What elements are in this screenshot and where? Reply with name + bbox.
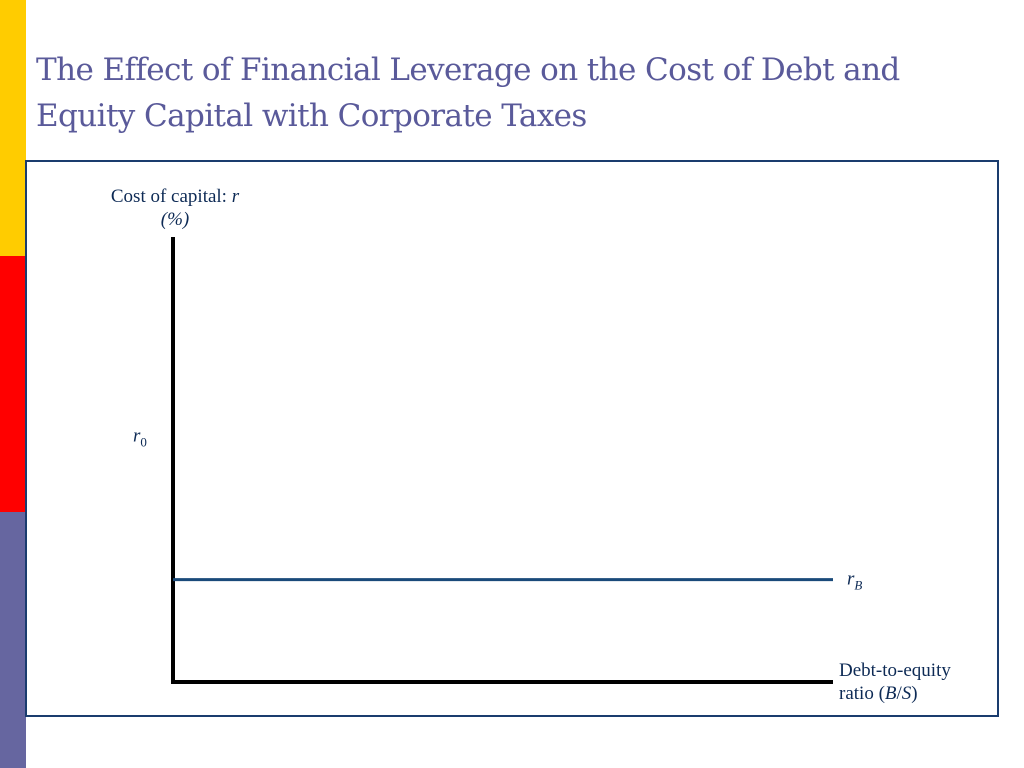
x-axis-label-suffix: ) bbox=[911, 683, 917, 704]
reference-label-sub: 0 bbox=[140, 434, 147, 449]
x-axis-label-prefix: ratio ( bbox=[839, 683, 885, 704]
reference-label-var: r bbox=[133, 425, 141, 446]
y-axis-label-unit: (%) bbox=[161, 209, 189, 230]
accent-bar-yellow bbox=[0, 0, 26, 256]
chart-frame: Cost of capital: r (%) r0 rB Debt-to-equ… bbox=[25, 160, 999, 717]
reference-level-labels: r0 bbox=[133, 425, 147, 449]
y-axis-label-main: Cost of capital: bbox=[111, 186, 232, 207]
x-axis-label-var-s: S bbox=[902, 683, 912, 704]
accent-bar-red bbox=[0, 256, 26, 512]
chart-svg: Cost of capital: r (%) r0 rB Debt-to-equ… bbox=[111, 186, 951, 704]
x-axis-label-var-b: B bbox=[885, 683, 897, 704]
series-label-var: r bbox=[847, 569, 855, 590]
y-axis-label-var: r bbox=[232, 186, 240, 207]
series-label-rB: rB bbox=[847, 569, 862, 593]
y-axis-label: Cost of capital: r bbox=[111, 186, 240, 207]
x-axis-label-line1: Debt-to-equity bbox=[839, 660, 951, 681]
slide-title: The Effect of Financial Leverage on the … bbox=[36, 52, 900, 134]
series-group: rB bbox=[173, 569, 862, 593]
x-axis-label-slash: / bbox=[897, 683, 903, 704]
accent-bar-purple bbox=[0, 512, 26, 768]
series-label-sub: B bbox=[854, 578, 862, 593]
x-axis-label-line2: ratio (B/S) bbox=[839, 683, 918, 704]
reference-label-r0: r0 bbox=[133, 425, 147, 449]
